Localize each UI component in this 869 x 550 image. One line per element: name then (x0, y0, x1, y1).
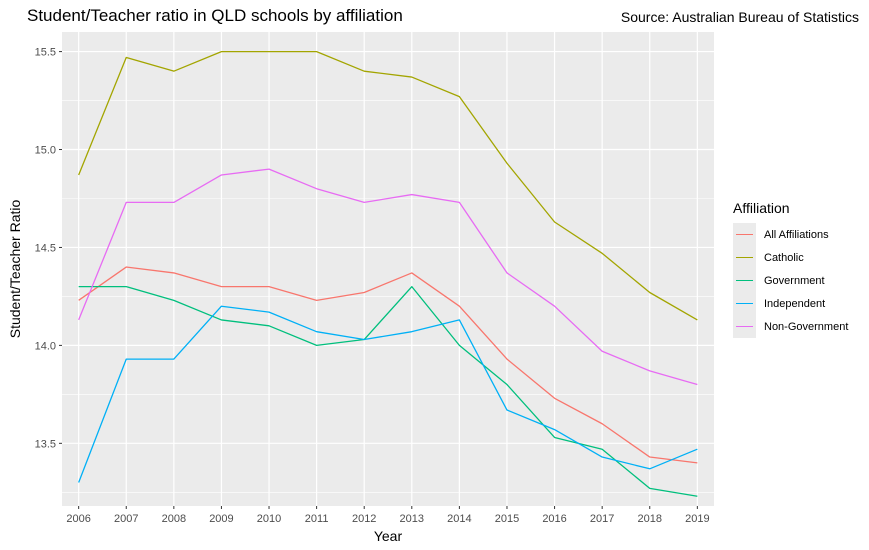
x-tick-label: 2011 (305, 513, 329, 525)
legend-key (733, 246, 756, 269)
x-tick-label: 2007 (114, 513, 138, 525)
x-tick-label: 2016 (542, 513, 566, 525)
legend-swatch (736, 234, 753, 236)
legend: Affiliation All Affiliations Catholic Gove… (733, 200, 848, 338)
x-tick-label: 2008 (162, 513, 186, 525)
legend-swatch (736, 326, 753, 328)
chart-title: Student/Teacher ratio in QLD schools by … (27, 6, 403, 25)
x-tick-label: 2006 (66, 513, 90, 525)
legend-key (733, 292, 756, 315)
x-tick-label: 2015 (495, 513, 519, 525)
source-caption: Source: Australian Bureau of Statistics (620, 9, 859, 25)
legend-label: Government (764, 274, 825, 287)
legend-item: All Affiliations (733, 223, 848, 246)
x-tick-label: 2018 (638, 513, 662, 525)
legend-title: Affiliation (733, 200, 790, 216)
legend-item: Independent (733, 292, 848, 315)
legend-label: Independent (764, 297, 826, 310)
legend-swatch (736, 280, 753, 282)
y-tick-label: 14.0 (35, 340, 56, 352)
x-tick-label: 2019 (685, 513, 709, 525)
series-line-independent (78, 305, 698, 483)
legend-swatch (736, 257, 753, 259)
legend-item: Government (733, 269, 848, 292)
legend-key (733, 269, 756, 292)
x-tick-label: 2012 (352, 513, 376, 525)
legend-label: Non-Government (764, 320, 849, 333)
x-axis-title: Year (374, 528, 403, 544)
legend-label: Catholic (764, 251, 804, 264)
y-tick-label: 13.5 (35, 438, 56, 450)
plot-panel (62, 32, 714, 506)
x-tick-label: 2013 (400, 513, 424, 525)
x-tick-label: 2014 (447, 513, 471, 525)
y-axis-title: Student/Teacher Ratio (7, 200, 23, 339)
y-tick-label: 15.0 (35, 145, 56, 157)
x-tick-label: 2009 (209, 513, 233, 525)
x-tick-label: 2017 (590, 513, 614, 525)
x-tick-label: 2010 (257, 513, 281, 525)
legend-item: Non-Government (733, 315, 848, 338)
legend-key (733, 223, 756, 246)
series-line-catholic (78, 50, 698, 321)
y-tick-label: 15.5 (35, 47, 56, 59)
series-line-all-affiliations (78, 266, 698, 464)
y-tick-label: 14.5 (35, 242, 56, 254)
series-line-non-government (78, 168, 698, 386)
legend-label: All Affiliations (764, 228, 829, 241)
legend-swatch (736, 303, 753, 305)
legend-key (733, 315, 756, 338)
legend-item: Catholic (733, 246, 848, 269)
series-line-government (78, 285, 698, 497)
